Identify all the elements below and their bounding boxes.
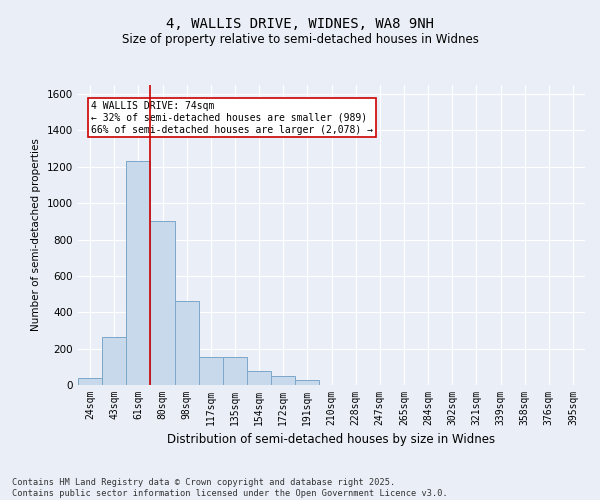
Bar — [78, 378, 102, 385]
X-axis label: Distribution of semi-detached houses by size in Widnes: Distribution of semi-detached houses by … — [167, 434, 496, 446]
Bar — [126, 162, 151, 385]
Bar — [223, 357, 247, 385]
Bar — [295, 380, 319, 385]
Bar — [271, 376, 295, 385]
Text: Size of property relative to semi-detached houses in Widnes: Size of property relative to semi-detach… — [122, 32, 478, 46]
Bar — [199, 357, 223, 385]
Bar — [175, 302, 199, 385]
Bar — [102, 337, 126, 385]
Text: 4 WALLIS DRIVE: 74sqm
← 32% of semi-detached houses are smaller (989)
66% of sem: 4 WALLIS DRIVE: 74sqm ← 32% of semi-deta… — [91, 102, 373, 134]
Bar — [247, 372, 271, 385]
Y-axis label: Number of semi-detached properties: Number of semi-detached properties — [31, 138, 41, 332]
Text: 4, WALLIS DRIVE, WIDNES, WA8 9NH: 4, WALLIS DRIVE, WIDNES, WA8 9NH — [166, 18, 434, 32]
Bar — [151, 222, 175, 385]
Text: Contains HM Land Registry data © Crown copyright and database right 2025.
Contai: Contains HM Land Registry data © Crown c… — [12, 478, 448, 498]
